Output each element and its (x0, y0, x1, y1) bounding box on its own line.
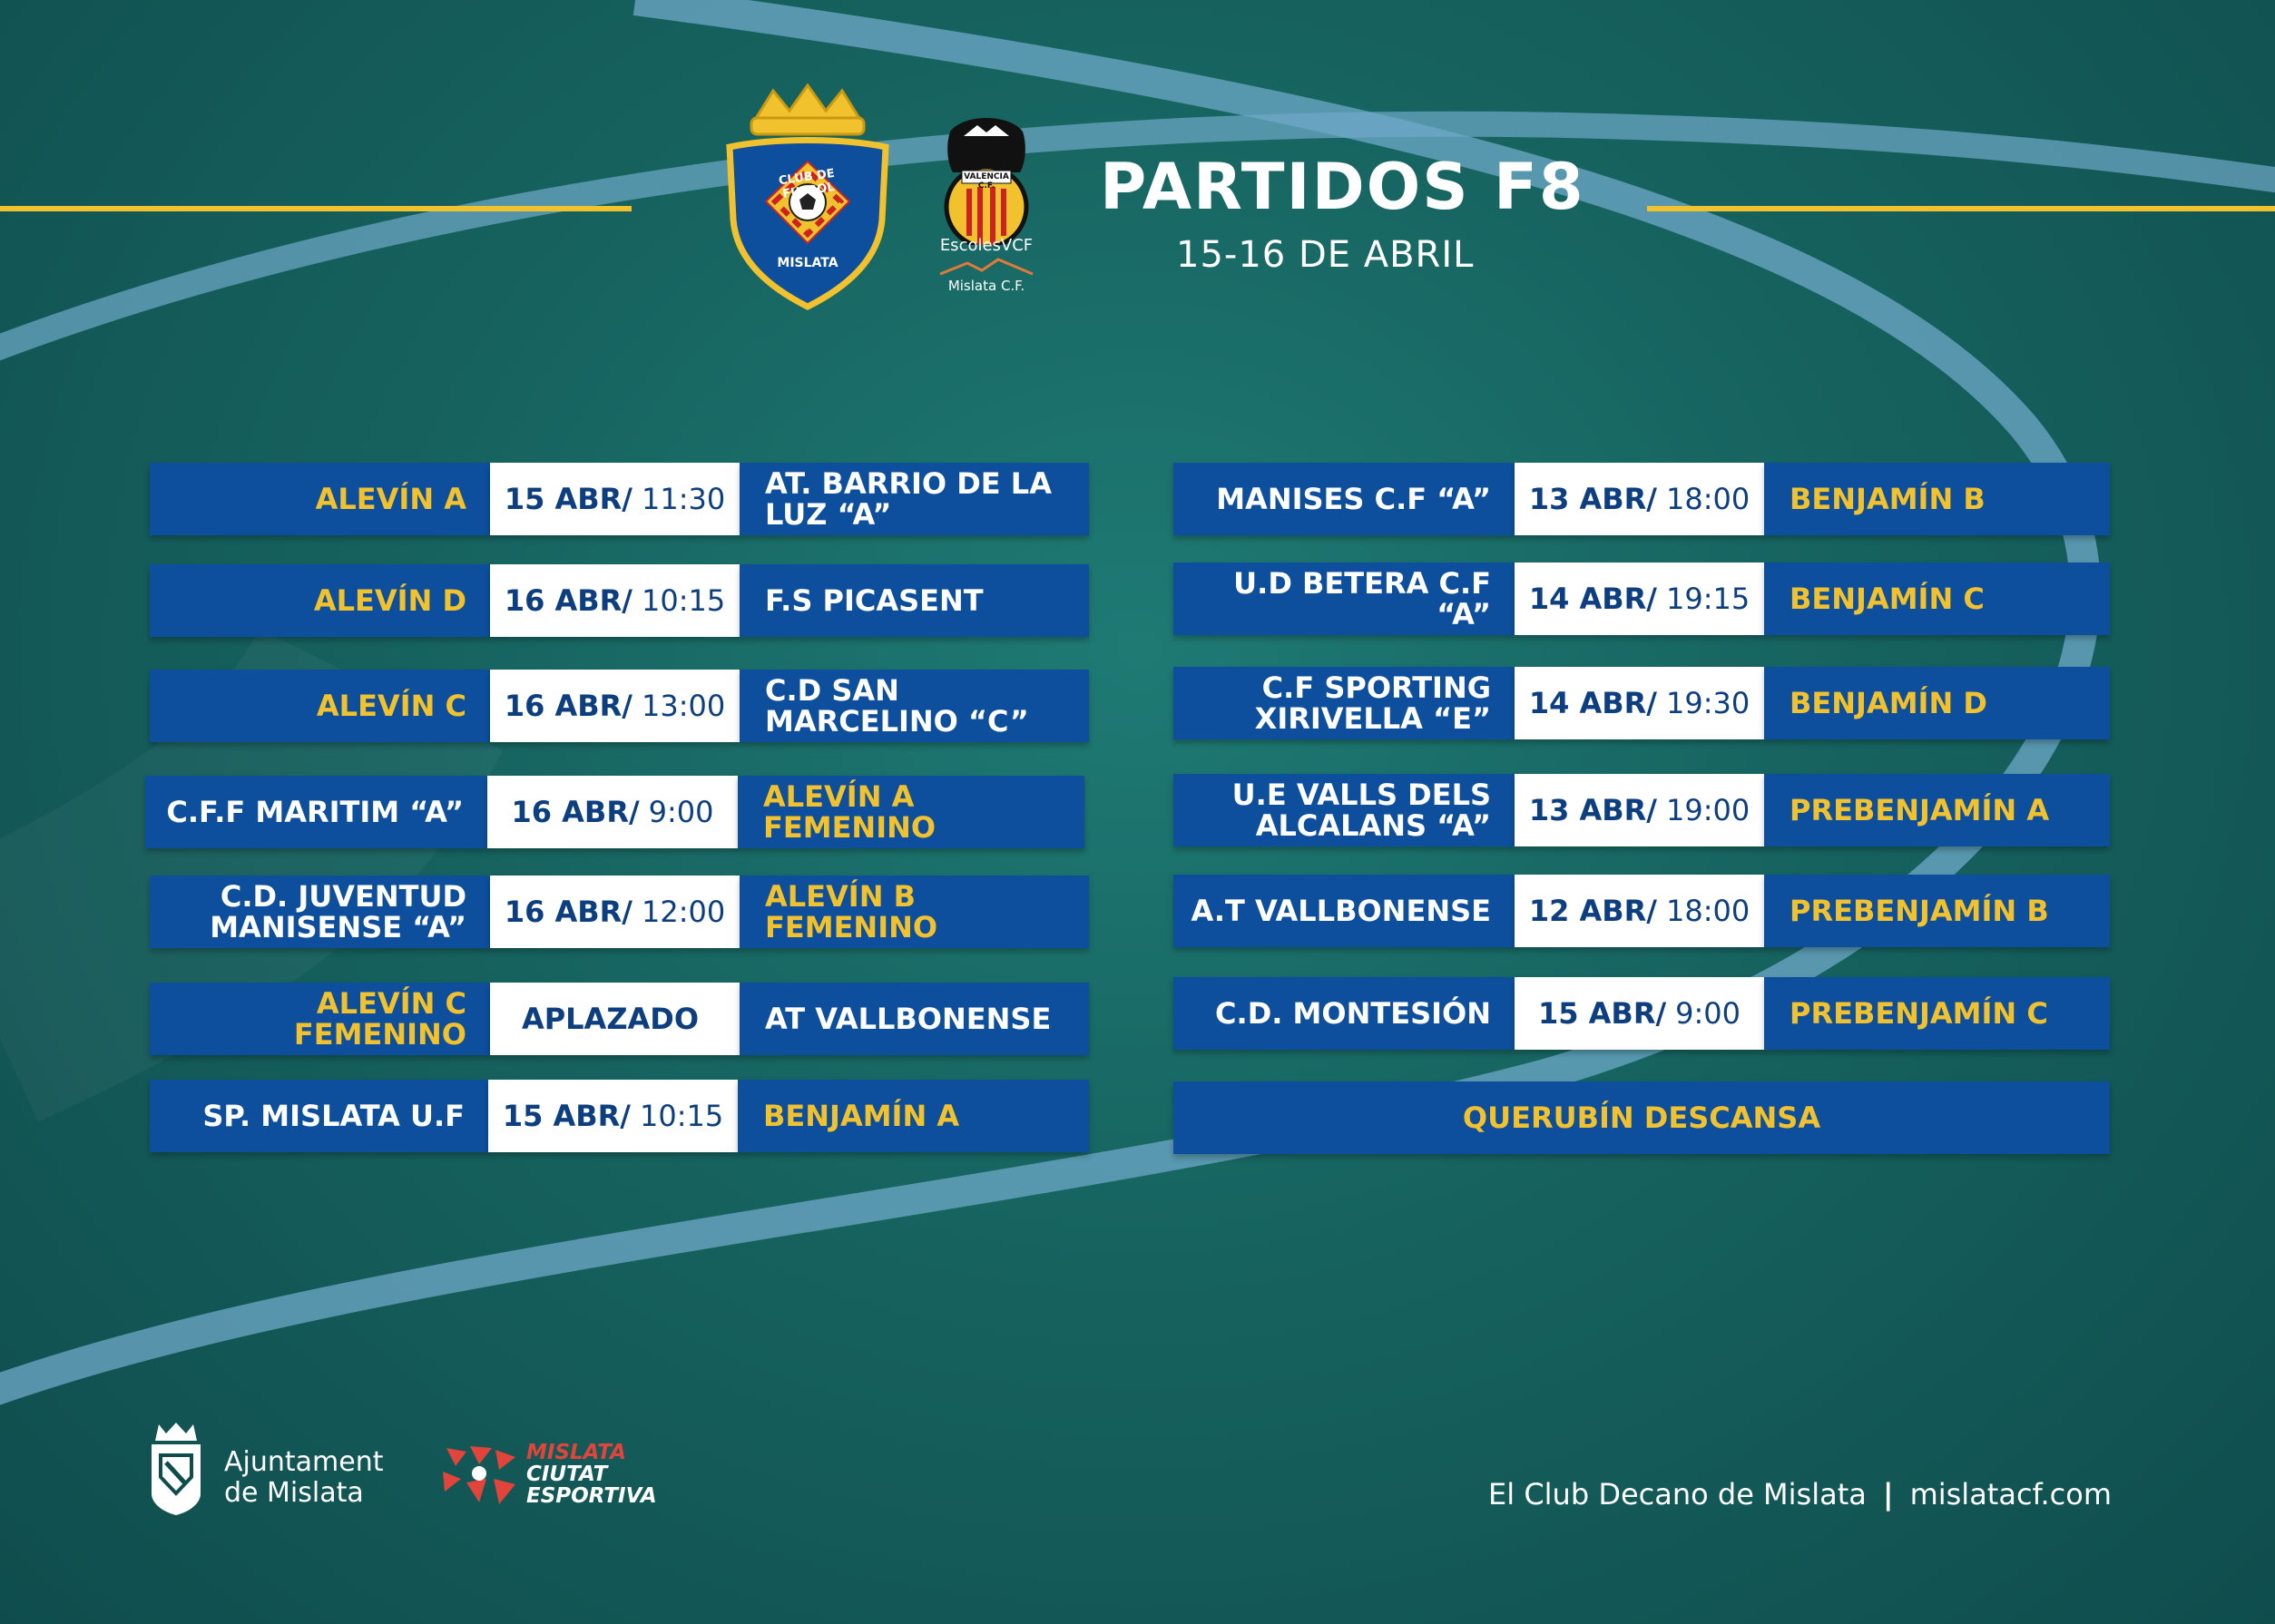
match-date: 16 ABR/ (504, 583, 632, 618)
team-cell: U.E VALLS DELS ALCALANS “A” (1173, 774, 1515, 846)
datetime-cell: 12 ABR/18:00 (1515, 875, 1764, 947)
datetime-cell: 15 ABR/10:15 (488, 1080, 738, 1152)
team-cell: U.D BETERA C.F “A” (1173, 563, 1515, 635)
opponent-cell: PREBENJAMÍN B (1764, 875, 2110, 947)
match-time: 18:00 (1665, 894, 1750, 928)
datetime-cell: 13 ABR/19:00 (1515, 774, 1764, 846)
match-time: 19:00 (1665, 793, 1750, 827)
datetime-cell: 14 ABR/19:15 (1515, 563, 1764, 635)
match-time: 10:15 (641, 583, 726, 618)
opponent-cell: F.S PICASENT (740, 564, 1089, 637)
opponent-cell: C.D SAN MARCELINO “C” (740, 670, 1089, 742)
ajuntament-line2: de Mislata (224, 1477, 364, 1509)
match-time: 18:00 (1665, 482, 1750, 516)
team-cell: ALEVÍN A (150, 463, 490, 535)
vcf-line2: Mislata C.F. (947, 278, 1025, 294)
match-time: 13:00 (641, 689, 726, 723)
team-cell: ALEVÍN C FEMENINO (150, 983, 490, 1055)
club-crest-logo: CLUB DE FUTBOL MISLATA (719, 83, 897, 310)
datetime-cell: 14 ABR/19:30 (1515, 667, 1764, 739)
vcf-crest-logo: VALENCIA C.F. EscolesVCF Mislata C.F. (936, 109, 1036, 299)
datetime-cell: 16 ABR/9:00 (487, 776, 738, 848)
crest-icon (726, 83, 889, 310)
datetime-cell: 15 ABR/9:00 (1515, 977, 1764, 1050)
match-date: 16 ABR/ (511, 795, 640, 829)
town-shield-icon (152, 1423, 201, 1515)
opponent-cell: ALEVÍN B FEMENINO (740, 876, 1089, 948)
match-date: 15 ABR/ (504, 482, 632, 516)
match-date: 13 ABR/ (1528, 482, 1657, 516)
match-date: APLAZADO (521, 1002, 700, 1036)
ajuntament-line1: Ajuntament (224, 1446, 384, 1478)
match-time: 19:15 (1665, 582, 1750, 616)
ajuntament-logo: Ajuntament de Mislata (148, 1421, 420, 1515)
match-time: 12:00 (641, 895, 726, 929)
rest-note: QUERUBÍN DESCANSA (1173, 1081, 2110, 1154)
match-date: 16 ABR/ (504, 895, 632, 929)
match-time: 9:00 (648, 795, 714, 829)
sport-burst-icon (443, 1446, 515, 1504)
datetime-cell: 16 ABR/13:00 (490, 670, 740, 742)
datetime-cell: 16 ABR/12:00 (490, 876, 740, 948)
opponent-cell: AT VALLBONENSE (740, 983, 1089, 1055)
page-subtitle: 15-16 DE ABRIL (1176, 234, 1475, 276)
team-cell: C.F.F MARITIM “A” (145, 776, 487, 848)
datetime-cell: 13 ABR/18:00 (1515, 463, 1764, 535)
team-cell: C.F SPORTING XIRIVELLA “E” (1173, 667, 1515, 739)
match-date: 16 ABR/ (504, 689, 632, 723)
opponent-cell: ALEVÍN A FEMENINO (738, 776, 1084, 848)
ciutat-esportiva-logo: MISLATA CIUTAT ESPORTIVA (439, 1441, 675, 1513)
opponent-cell: BENJAMÍN C (1764, 563, 2110, 635)
match-time: 9:00 (1675, 996, 1741, 1031)
club-crest-bottom-text: MISLATA (777, 256, 838, 270)
datetime-cell: 15 ABR/11:30 (490, 463, 740, 535)
footer-website: mislatacf.com (1909, 1477, 2112, 1511)
header-line-left (0, 206, 632, 211)
match-time: 10:15 (639, 1099, 724, 1133)
match-time: 11:30 (641, 482, 726, 516)
team-cell: C.D. MONTESIÓN (1173, 977, 1515, 1050)
team-cell: C.D. JUVENTUD MANISENSE “A” (150, 876, 490, 948)
opponent-cell: BENJAMÍN A (738, 1080, 1089, 1152)
page-title: PARTIDOS F8 (1100, 150, 1585, 224)
vcf-line1: EscolesVCF (939, 236, 1034, 255)
match-date: 12 ABR/ (1528, 894, 1657, 928)
team-cell: SP. MISLATA U.F (150, 1080, 488, 1152)
header-line-right (1647, 206, 2275, 211)
bat-crest-icon (944, 118, 1029, 249)
footer-separator: | (1882, 1477, 1894, 1511)
opponent-cell: BENJAMÍN B (1764, 463, 2110, 535)
match-time: 19:30 (1665, 686, 1750, 720)
ciutat-line2: CIUTAT (526, 1463, 608, 1486)
team-cell: A.T VALLBONENSE (1173, 875, 1515, 947)
match-date: 15 ABR/ (502, 1099, 631, 1133)
team-cell: ALEVÍN D (150, 564, 490, 637)
match-date: 14 ABR/ (1528, 582, 1657, 616)
team-cell: ALEVÍN C (150, 670, 490, 742)
ciutat-line1: MISLATA (526, 1441, 626, 1464)
vcf-crest-text: VALENCIA C.F. (964, 172, 1009, 191)
ciutat-line3: ESPORTIVA (526, 1484, 657, 1508)
opponent-cell: BENJAMÍN D (1764, 667, 2110, 739)
opponent-cell: AT. BARRIO DE LA LUZ “A” (740, 463, 1089, 535)
datetime-cell: APLAZADO (490, 983, 740, 1055)
mountain-icon (939, 258, 1034, 276)
datetime-cell: 16 ABR/10:15 (490, 564, 740, 637)
opponent-cell: PREBENJAMÍN C (1764, 977, 2110, 1050)
team-cell: MANISES C.F “A” (1173, 463, 1515, 535)
match-date: 15 ABR/ (1537, 996, 1667, 1031)
opponent-cell: PREBENJAMÍN A (1764, 774, 2110, 846)
match-date: 14 ABR/ (1528, 686, 1657, 720)
footer-slogan: El Club Decano de Mislata (1488, 1477, 1867, 1511)
match-date: 13 ABR/ (1528, 793, 1657, 827)
footer-credits: El Club Decano de Mislata | mislatacf.com (1488, 1477, 2112, 1511)
